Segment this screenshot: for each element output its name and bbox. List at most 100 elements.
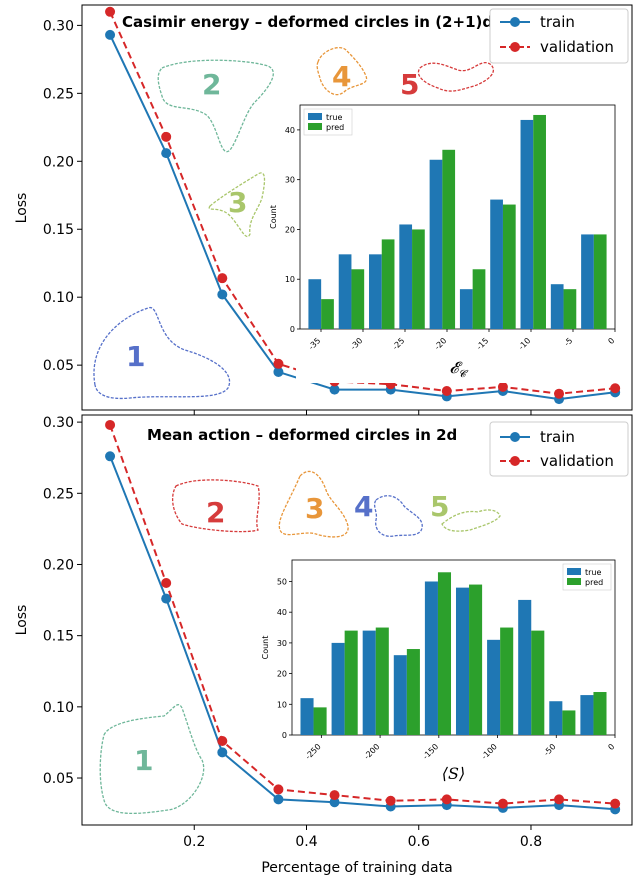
top-legend: train validation bbox=[489, 8, 629, 64]
bottom-inset-true-bar bbox=[487, 639, 501, 735]
bottom-ylabel: Loss bbox=[14, 605, 30, 636]
top-inset-pred-bar bbox=[593, 234, 607, 329]
top-inset-background bbox=[296, 97, 625, 383]
bottom-inset-pred-bar bbox=[406, 649, 420, 735]
top-inset-true-bar bbox=[429, 159, 443, 329]
bottom-inset-ylabel: Count bbox=[261, 636, 270, 660]
shape-2-outline bbox=[171, 479, 260, 533]
bottom-inset-ytick-label: 30 bbox=[277, 639, 287, 648]
bottom-validation-point bbox=[441, 794, 452, 805]
bottom-inset-ytick-label: 40 bbox=[277, 608, 287, 617]
bottom-inset-true-bar bbox=[300, 698, 314, 735]
top-inset-pred-bar bbox=[381, 239, 395, 329]
top-legend-validation-marker bbox=[510, 42, 520, 52]
bottom-validation-point bbox=[497, 798, 508, 809]
bottom-legend: train validation bbox=[489, 421, 629, 477]
xlabel: Percentage of training data bbox=[261, 860, 452, 876]
bottom-inset-ytick-label: 20 bbox=[277, 670, 287, 679]
bottom-title: Mean action – deformed circles in 2d bbox=[147, 426, 457, 444]
top-inset-true-bar bbox=[550, 284, 564, 329]
bottom-ytick-label: 0.15 bbox=[43, 629, 74, 645]
top-validation-point bbox=[217, 273, 228, 284]
top-inset-ytick-label: 0 bbox=[290, 325, 295, 334]
bottom-inset-ytick-label: 0 bbox=[282, 731, 287, 740]
top-validation-point bbox=[441, 385, 452, 396]
bottom-inset-ytick-label: 10 bbox=[277, 700, 287, 709]
shape-label-3: 3 bbox=[305, 492, 324, 525]
top-train-point bbox=[273, 366, 284, 377]
top-inset-pred-bar bbox=[502, 204, 516, 329]
bottom-inset-legend-true-label: true bbox=[585, 568, 601, 577]
top-inset-legend-pred-label: pred bbox=[326, 123, 344, 132]
top-ytick-label: 0.20 bbox=[43, 154, 74, 170]
top-inset-pred-bar bbox=[472, 269, 486, 329]
top-ytick-label: 0.25 bbox=[43, 86, 74, 102]
top-validation-point bbox=[554, 388, 565, 399]
top-train-point bbox=[161, 148, 172, 159]
bottom-inset-frame bbox=[291, 559, 616, 736]
top-inset-pred-bar bbox=[321, 299, 334, 329]
shape-5-outline bbox=[417, 62, 495, 92]
bottom-validation-point bbox=[554, 794, 565, 805]
top-inset-pred-bar bbox=[412, 229, 425, 329]
bottom-train-point bbox=[217, 747, 228, 758]
top-inset-true-bar bbox=[369, 254, 382, 329]
bottom-inset-true-bar bbox=[424, 581, 438, 735]
shape-label-2: 2 bbox=[206, 496, 225, 529]
bottom-validation-point bbox=[217, 736, 228, 747]
bottom-legend-validation-label: validation bbox=[540, 452, 614, 470]
bottom-inset-xtick-label: 0 bbox=[606, 742, 616, 752]
top-axes-frame bbox=[81, 4, 633, 411]
bottom-inset-pred-bar bbox=[531, 630, 545, 735]
top-ytick-label: 0.10 bbox=[43, 290, 74, 306]
bottom-shape-illustrations: 1 2 3 4 5 bbox=[99, 470, 501, 815]
top-inset-pred-bar bbox=[533, 114, 546, 329]
bottom-inset-true-bar bbox=[331, 642, 345, 735]
top-train-line bbox=[109, 34, 616, 401]
bottom-inset-pred-bar bbox=[344, 630, 358, 735]
bottom-inset-true-bar bbox=[455, 587, 470, 735]
bottom-validation-point bbox=[273, 784, 284, 795]
bottom-inset-xlabel: ⟨S⟩ bbox=[442, 764, 465, 783]
top-inset-xtick-label: 0 bbox=[606, 336, 616, 346]
shape-label-5: 5 bbox=[430, 490, 449, 523]
top-inset-true-bar bbox=[581, 234, 594, 329]
shape-label-1: 1 bbox=[134, 744, 153, 777]
top-validation-point bbox=[610, 383, 621, 394]
bottom-inset-true-bar bbox=[393, 655, 407, 735]
bottom-inset-legend-true-swatch bbox=[567, 568, 581, 575]
bottom-validation-line bbox=[109, 424, 616, 805]
bottom-train-point bbox=[329, 797, 340, 808]
bottom-inset-legend-pred-label: pred bbox=[585, 578, 603, 587]
top-validation-point bbox=[161, 131, 172, 142]
bottom-validation-point bbox=[105, 419, 116, 430]
shape-label-4: 4 bbox=[354, 490, 373, 523]
shape-label-2: 2 bbox=[202, 68, 221, 101]
bottom-inset-true-bar bbox=[549, 701, 563, 735]
bottom-validation-point bbox=[161, 577, 172, 588]
bottom-train-point bbox=[161, 593, 172, 604]
top-inset-legend-true-swatch bbox=[308, 113, 322, 120]
bottom-legend-train-marker bbox=[510, 432, 520, 442]
top-inset-ytick-label: 20 bbox=[285, 225, 295, 234]
bottom-inset-pred-bar bbox=[469, 584, 483, 735]
shape-label-4: 4 bbox=[332, 60, 351, 93]
top-train-point bbox=[329, 384, 340, 395]
top-legend-train-marker bbox=[510, 17, 520, 27]
bottom-inset-true-bar bbox=[362, 630, 376, 735]
bottom-inset-ytick-label: 50 bbox=[277, 577, 287, 586]
bottom-axes-frame bbox=[81, 414, 633, 826]
top-inset-true-bar bbox=[338, 254, 352, 329]
top-inset-ytick-label: 30 bbox=[285, 176, 295, 185]
top-ytick-label: 0.30 bbox=[43, 18, 74, 34]
bottom-legend-box bbox=[489, 421, 629, 477]
bottom-inset-pred-bar bbox=[375, 627, 389, 735]
top-ylabel: Loss bbox=[14, 193, 30, 224]
bottom-legend-validation-marker bbox=[510, 456, 520, 466]
top-ytick-label: 0.15 bbox=[43, 222, 74, 238]
shape-label-3: 3 bbox=[228, 186, 247, 219]
top-validation-point bbox=[273, 358, 284, 369]
